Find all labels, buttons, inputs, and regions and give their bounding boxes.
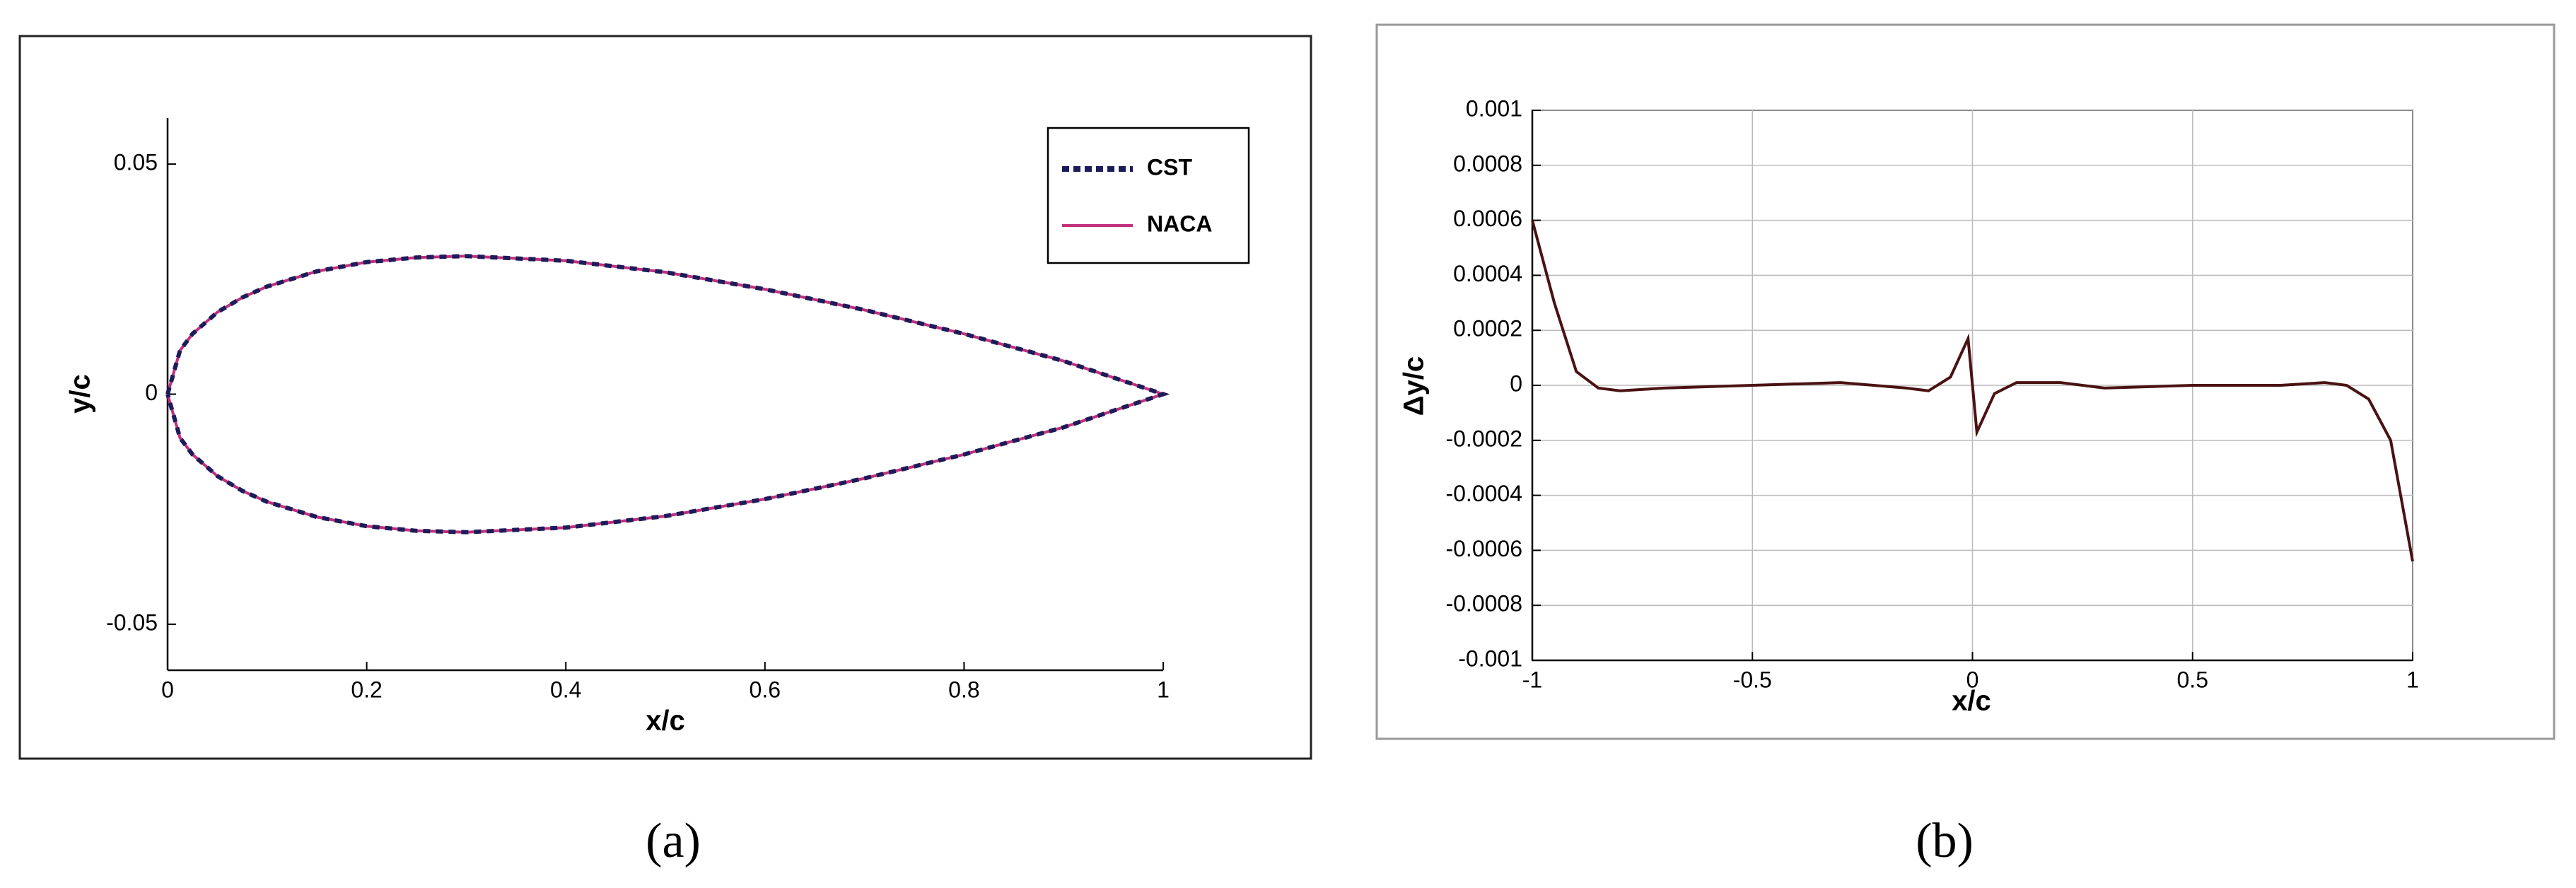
x-tick-label: 1	[1157, 677, 1170, 702]
x-tick-label: 0	[161, 677, 174, 702]
legend-box	[1047, 127, 1250, 264]
series-line	[1531, 220, 2414, 562]
x-tick-label: -0.5	[1733, 667, 1772, 692]
series-line	[165, 254, 1170, 534]
y-axis-label: Δy/c	[1399, 356, 1430, 416]
caption: (a)	[646, 814, 701, 868]
legend-label: CST	[1147, 154, 1192, 180]
x-tick-label: 0.5	[2177, 667, 2208, 692]
x-tick-label: 0.2	[351, 677, 382, 702]
y-tick-label: -0.05	[106, 609, 158, 635]
y-tick-label: 0	[1510, 370, 1522, 396]
y-tick-label: 0.05	[114, 150, 158, 175]
y-tick-label: -0.001	[1458, 645, 1522, 671]
y-axis-label: y/c	[65, 374, 96, 414]
x-tick-label: 0.8	[948, 677, 979, 702]
y-tick-label: 0.0002	[1453, 316, 1522, 341]
y-tick-label: -0.0002	[1445, 426, 1522, 451]
x-tick-label: -1	[1522, 667, 1542, 692]
x-tick-label: 1	[2406, 667, 2419, 692]
series-line	[166, 255, 1168, 534]
x-tick-label: 0	[1966, 667, 1979, 692]
legend-label: NACA	[1147, 211, 1212, 236]
caption: (b)	[1916, 814, 1974, 868]
y-tick-label: 0.0004	[1453, 261, 1522, 286]
x-tick-label: 0.4	[550, 677, 581, 702]
y-tick-label: 0.0008	[1453, 151, 1522, 176]
x-axis-label: x/c	[1952, 686, 1991, 717]
y-tick-label: -0.0008	[1445, 591, 1522, 617]
panel-a-border	[18, 35, 1312, 760]
y-tick-label: 0.0006	[1453, 206, 1522, 231]
y-tick-label: -0.0006	[1445, 536, 1522, 561]
x-tick-label: 0.6	[750, 677, 781, 702]
panel-b-border	[1375, 23, 2555, 740]
x-axis-label: x/c	[646, 706, 685, 737]
y-tick-label: 0	[145, 380, 158, 405]
y-tick-label: -0.0004	[1445, 481, 1522, 506]
y-tick-label: 0.001	[1466, 95, 1522, 121]
